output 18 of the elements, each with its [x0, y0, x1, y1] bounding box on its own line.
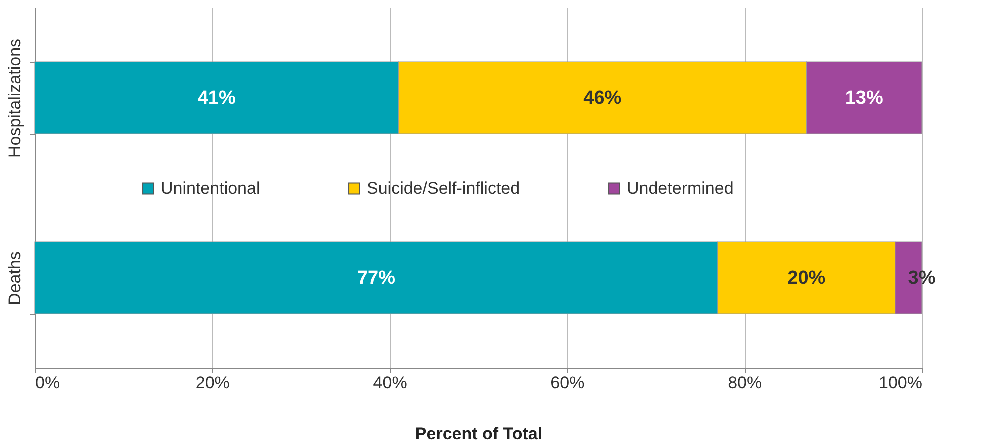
x-tick-label: 80% [728, 374, 762, 392]
x-tick-label: 0% [36, 374, 60, 392]
legend-label: Suicide/Self-inflicted [367, 178, 520, 198]
x-tick-label: 20% [196, 374, 230, 392]
legend-label: Undetermined [627, 178, 734, 198]
y-tick-label: Hospitalizations [6, 38, 24, 158]
data-label: 13% [845, 88, 884, 109]
data-label: 20% [788, 268, 826, 289]
data-label: 41% [198, 88, 236, 109]
data-label: 3% [908, 268, 936, 289]
data-label: 77% [357, 268, 396, 289]
y-tick-label: Deaths [6, 252, 24, 306]
data-label: 46% [584, 88, 622, 109]
x-tick-label: 40% [373, 374, 408, 392]
x-axis-title: Percent of Total [415, 424, 543, 444]
legend-label: Unintentional [161, 178, 260, 198]
x-tick-label: 100% [879, 374, 922, 392]
x-tick-label: 60% [550, 374, 585, 392]
